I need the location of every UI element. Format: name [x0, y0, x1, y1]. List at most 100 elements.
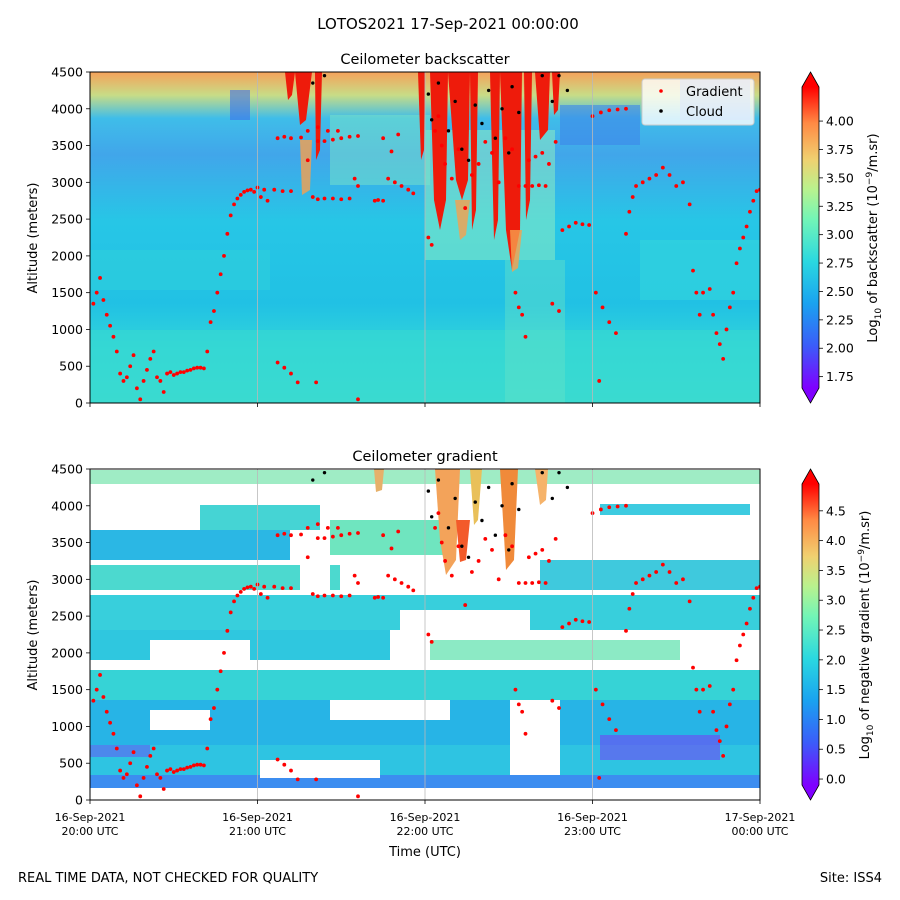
gradient-marker: [356, 581, 360, 585]
gradient-marker: [171, 770, 176, 774]
gradient-marker: [614, 728, 618, 733]
gradient-marker: [356, 531, 360, 535]
legend-gradient-marker: [659, 89, 663, 93]
gradient-marker: [429, 639, 434, 644]
gradient-marker: [694, 687, 699, 692]
gradient-marker: [701, 687, 705, 692]
cloud-marker: [436, 81, 441, 85]
gradient-marker: [330, 137, 335, 142]
gradient-marker: [104, 709, 109, 714]
gradient-marker: [352, 176, 357, 181]
gradient-marker: [94, 290, 99, 295]
y-tick-label: 3000: [51, 175, 83, 190]
gradient-y-axis-label: Altitude (meters): [26, 580, 41, 691]
gradient-marker: [299, 135, 303, 140]
gradient-marker: [215, 687, 220, 692]
gradient-marker: [615, 504, 620, 509]
gradient-marker: [647, 176, 652, 181]
gradient-marker: [175, 371, 180, 376]
gradient-marker: [151, 746, 156, 751]
gradient-marker: [523, 581, 528, 585]
gradient-marker: [540, 548, 545, 552]
gradient-marker: [158, 776, 163, 780]
gradient-marker: [483, 536, 488, 541]
gradient-marker: [630, 195, 635, 199]
gradient-marker: [389, 149, 394, 154]
gradient-marker: [600, 702, 605, 707]
gradient-marker: [433, 128, 437, 133]
cloud-marker: [453, 99, 457, 104]
gradient-marker: [205, 349, 210, 354]
gradient-marker: [141, 379, 146, 383]
gradient-marker: [135, 783, 139, 788]
quality-disclaimer: REAL TIME DATA, NOT CHECKED FOR QUALITY: [18, 871, 318, 886]
gradient-marker: [731, 687, 736, 692]
gradient-marker: [282, 762, 287, 767]
colorbar-tick-label: 2.75: [826, 256, 854, 271]
gradient-marker: [624, 106, 628, 111]
gradient-marker: [245, 188, 250, 193]
cloud-marker: [557, 73, 561, 78]
colorbar-tick-label: 4.0: [826, 533, 846, 548]
gradient-marker: [627, 209, 632, 214]
gradient-marker: [476, 162, 481, 166]
gradient-marker: [381, 198, 386, 203]
gradient-marker: [533, 154, 538, 159]
gradient-heatmap: [90, 469, 760, 800]
gradient-marker: [315, 197, 320, 202]
gradient-marker: [155, 772, 159, 777]
y-tick-label: 1000: [51, 719, 83, 734]
backscatter-colorbar-label: Log10 of backscatter (10−9/m.sr): [865, 133, 884, 342]
colorbar-tick-label: 1.0: [826, 712, 846, 727]
y-tick-label: 4500: [51, 65, 83, 80]
legend-gradient-label: Gradient: [686, 85, 743, 100]
cloud-marker: [507, 548, 511, 552]
backscatter-panel: Ceilometer backscatter: [26, 52, 884, 411]
gradient-marker: [315, 139, 320, 144]
cloud-marker: [322, 470, 327, 475]
gradient-marker: [151, 349, 156, 354]
gradient-marker: [108, 323, 112, 328]
colorbar-tick-label: 0.5: [826, 742, 846, 757]
gradient-marker: [573, 220, 578, 225]
gradient-marker: [325, 128, 330, 133]
cloud-marker: [473, 500, 477, 504]
colorbar-tick-label: 2.5: [826, 623, 846, 638]
gradient-marker: [325, 525, 330, 530]
gradient-marker: [188, 368, 193, 372]
gradient-marker: [275, 136, 280, 141]
x-tick-label-date: 16-Sep-2021: [390, 811, 461, 824]
gradient-marker: [741, 632, 746, 637]
gradient-marker: [396, 132, 401, 137]
gradient-marker: [429, 242, 434, 247]
gradient-marker: [114, 746, 119, 751]
gradient-marker: [258, 592, 263, 596]
gradient-marker: [347, 531, 352, 536]
gradient-marker: [381, 595, 386, 600]
gradient-marker: [185, 368, 190, 373]
gradient-marker: [181, 370, 186, 375]
gradient-marker: [218, 669, 223, 674]
gradient-marker: [161, 787, 166, 791]
gradient-marker: [381, 136, 386, 141]
gradient-marker: [526, 158, 531, 163]
gradient-marker: [295, 380, 300, 385]
gradient-marker: [148, 753, 153, 758]
gradient-marker: [265, 198, 270, 203]
colorbar-tick-label: 4.00: [826, 114, 854, 129]
gradient-marker: [734, 658, 739, 663]
gradient-marker: [523, 731, 528, 736]
gradient-marker: [178, 767, 183, 772]
gradient-marker: [330, 196, 335, 201]
gradient-marker: [580, 619, 585, 624]
backscatter-colorbar-ticks: 1.75 2.00 2.25 2.50 2.75 3.00 3.25 3.50 3.75 4.00: [819, 114, 854, 384]
gradient-marker: [640, 180, 645, 185]
cloud-marker: [500, 504, 504, 508]
gradient-marker: [593, 687, 598, 692]
gradient-marker: [275, 757, 280, 762]
gradient-marker: [252, 586, 257, 591]
gradient-marker: [557, 309, 561, 313]
gradient-marker: [516, 305, 521, 310]
gradient-marker: [238, 589, 243, 594]
backscatter-title: Ceilometer backscatter: [340, 52, 509, 68]
